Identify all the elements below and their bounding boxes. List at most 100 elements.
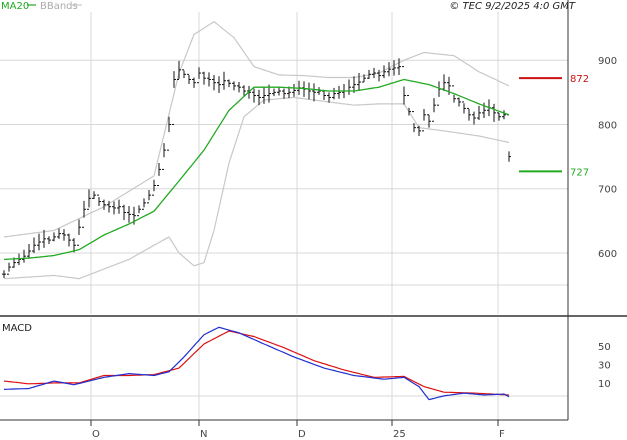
price-bar bbox=[387, 62, 391, 77]
price-bar bbox=[442, 74, 446, 92]
price-bar bbox=[57, 228, 61, 239]
price-bar bbox=[197, 67, 201, 84]
macd-y-tick-50: 50 bbox=[598, 342, 611, 353]
price-bar bbox=[172, 71, 176, 125]
price-bar bbox=[452, 85, 456, 103]
price-bar bbox=[332, 87, 336, 100]
bband-lower-line bbox=[3, 96, 510, 280]
y-tick-800: 800 bbox=[598, 120, 617, 131]
price-bar bbox=[432, 98, 436, 122]
legend-ma20-label: MA20 bbox=[1, 1, 29, 12]
price-bar bbox=[117, 199, 121, 214]
price-bar bbox=[347, 79, 351, 95]
price-bar bbox=[107, 200, 111, 213]
price-bar bbox=[362, 74, 366, 83]
price-bar bbox=[312, 83, 316, 102]
price-bar bbox=[217, 76, 221, 93]
price-bar bbox=[77, 219, 81, 246]
price-bar bbox=[42, 229, 46, 248]
x-tick-O: O bbox=[92, 429, 100, 440]
price-bar bbox=[382, 65, 386, 79]
macd-y-tick-10: 10 bbox=[598, 379, 611, 390]
price-bar bbox=[147, 189, 151, 204]
price-bar bbox=[277, 86, 281, 96]
price-bar bbox=[177, 60, 181, 80]
price-bar bbox=[192, 77, 196, 88]
price-bar bbox=[182, 69, 186, 79]
price-bar bbox=[162, 143, 166, 170]
price-bar bbox=[122, 204, 126, 221]
price-bar bbox=[402, 66, 406, 105]
ma20-line bbox=[3, 78, 510, 261]
price-bar bbox=[317, 87, 321, 95]
price-bar bbox=[372, 67, 376, 79]
price-bar bbox=[492, 103, 496, 122]
price-bar bbox=[257, 89, 261, 106]
price-bar bbox=[202, 71, 206, 85]
price-bar bbox=[287, 86, 291, 99]
x-tick-N: N bbox=[200, 429, 207, 440]
macd-signal-line bbox=[3, 330, 510, 396]
price-bar bbox=[232, 81, 236, 91]
ma20-line-group bbox=[3, 78, 510, 261]
price-bar bbox=[67, 233, 71, 247]
price-bar bbox=[367, 69, 371, 79]
price-bar bbox=[7, 262, 11, 275]
macd-panel-lines bbox=[3, 326, 510, 401]
price-bar bbox=[37, 233, 41, 251]
x-tick-25: 25 bbox=[393, 429, 406, 440]
source-timestamp: © TEC 9/2/2025 4:0 GMT bbox=[449, 1, 576, 12]
price-bar bbox=[227, 79, 231, 88]
macd-line bbox=[3, 326, 510, 401]
price-bar bbox=[407, 95, 411, 116]
price-bar bbox=[292, 83, 296, 97]
price-bar bbox=[17, 253, 21, 266]
price-bar bbox=[392, 60, 396, 76]
x-tick-F: F bbox=[499, 429, 505, 440]
price-bar bbox=[252, 88, 256, 103]
price-bar bbox=[82, 200, 86, 228]
y-tick-600: 600 bbox=[598, 249, 617, 260]
price-bar bbox=[502, 110, 506, 120]
price-bar bbox=[212, 74, 216, 91]
y-tick-900: 900 bbox=[598, 56, 617, 67]
price-bar bbox=[507, 114, 511, 162]
price-bars bbox=[2, 58, 511, 279]
price-bar bbox=[127, 206, 131, 223]
price-bar bbox=[112, 201, 116, 215]
price-bar bbox=[167, 116, 171, 151]
price-bar bbox=[2, 270, 6, 279]
price-bar bbox=[47, 236, 51, 244]
price-bar bbox=[427, 114, 431, 128]
price-bar bbox=[422, 109, 426, 132]
price-bar bbox=[462, 101, 466, 114]
price-bar bbox=[242, 85, 246, 97]
price-bar bbox=[102, 199, 106, 210]
level-label-727: 727 bbox=[570, 167, 589, 178]
price-bar bbox=[327, 92, 331, 103]
price-bar bbox=[22, 249, 26, 263]
legend: MA20 BBands bbox=[1, 1, 82, 12]
price-bar bbox=[272, 88, 276, 97]
price-bar bbox=[397, 58, 401, 75]
macd-y-tick-30: 30 bbox=[598, 360, 611, 371]
price-bar bbox=[467, 107, 471, 121]
price-bar bbox=[412, 111, 416, 133]
price-bar bbox=[222, 71, 226, 90]
legend-bbands-label: BBands bbox=[40, 1, 78, 12]
price-bar bbox=[437, 81, 441, 106]
bollinger-bands bbox=[3, 20, 510, 280]
price-bar bbox=[497, 112, 501, 121]
price-bar bbox=[92, 191, 96, 199]
price-bar bbox=[137, 205, 141, 217]
level-label-872: 872 bbox=[570, 74, 589, 85]
bband-upper-line bbox=[3, 20, 510, 238]
price-bar bbox=[352, 76, 356, 93]
price-bar bbox=[27, 243, 31, 259]
price-bar bbox=[157, 163, 161, 186]
price-bar bbox=[282, 88, 286, 99]
y-tick-700: 700 bbox=[598, 185, 617, 196]
price-levels: 872 727 bbox=[519, 74, 589, 178]
